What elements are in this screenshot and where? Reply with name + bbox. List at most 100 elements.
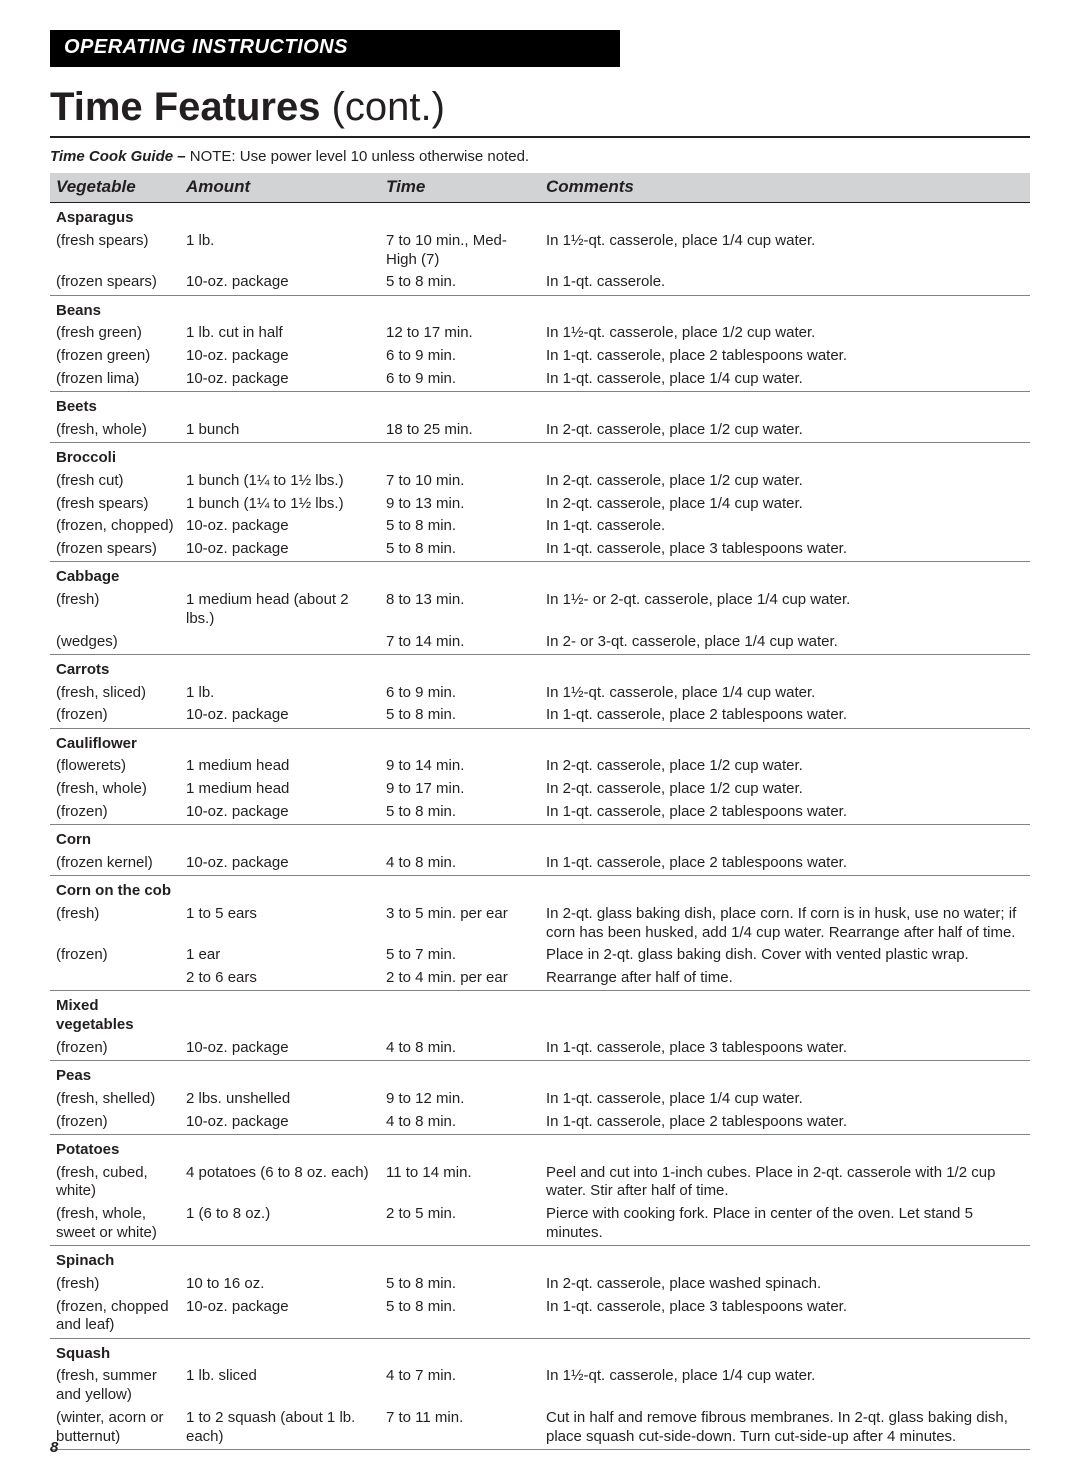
time-cell: 9 to 14 min. bbox=[380, 755, 540, 778]
amount-cell: 1 lb. sliced bbox=[180, 1365, 380, 1407]
vegetable-group-name: Potatoes bbox=[50, 1134, 180, 1161]
amount-cell: 4 potatoes (6 to 8 oz. each) bbox=[180, 1162, 380, 1204]
amount-cell: 10-oz. package bbox=[180, 515, 380, 538]
amount-cell: 1 bunch bbox=[180, 419, 380, 442]
table-row: (frozen lima)10-oz. package6 to 9 min.In… bbox=[50, 368, 1030, 391]
table-divider bbox=[50, 1448, 1030, 1449]
vegetable-descriptor: (frozen) bbox=[50, 1111, 180, 1134]
table-row: (frozen)10-oz. package4 to 8 min.In 1-qt… bbox=[50, 1111, 1030, 1134]
amount-cell: 10-oz. package bbox=[180, 1037, 380, 1060]
time-cell: 5 to 7 min. bbox=[380, 944, 540, 967]
amount-cell: 10-oz. package bbox=[180, 704, 380, 727]
table-row: (fresh spears)1 bunch (1¼ to 1½ lbs.)9 t… bbox=[50, 493, 1030, 516]
comments-cell: In 1-qt. casserole, place 3 tablespoons … bbox=[540, 1037, 1030, 1060]
col-header-vegetable: Vegetable bbox=[50, 173, 180, 203]
table-row: (frozen spears)10-oz. package5 to 8 min.… bbox=[50, 271, 1030, 294]
amount-cell: 1 bunch (1¼ to 1½ lbs.) bbox=[180, 470, 380, 493]
table-row: (fresh green)1 lb. cut in half12 to 17 m… bbox=[50, 322, 1030, 345]
vegetable-descriptor: (frozen kernel) bbox=[50, 852, 180, 875]
time-cell: 7 to 10 min., Med-High (7) bbox=[380, 230, 540, 272]
amount-cell: 2 to 6 ears bbox=[180, 967, 380, 990]
amount-cell: 1 (6 to 8 oz.) bbox=[180, 1203, 380, 1245]
table-row: (frozen kernel)10-oz. package4 to 8 min.… bbox=[50, 852, 1030, 875]
amount-cell: 2 lbs. unshelled bbox=[180, 1088, 380, 1111]
table-row: (fresh, sliced)1 lb.6 to 9 min.In 1½-qt.… bbox=[50, 682, 1030, 705]
time-cook-guide-table: Vegetable Amount Time Comments Asparagus… bbox=[50, 173, 1030, 1450]
comments-cell: In 1-qt. casserole, place 3 tablespoons … bbox=[540, 538, 1030, 561]
time-cell: 5 to 8 min. bbox=[380, 271, 540, 294]
table-section-row: Potatoes bbox=[50, 1134, 1030, 1161]
vegetable-descriptor: (fresh, whole) bbox=[50, 778, 180, 801]
amount-cell: 1 to 2 squash (about 1 lb. each) bbox=[180, 1407, 380, 1449]
vegetable-descriptor: (fresh, whole, sweet or white) bbox=[50, 1203, 180, 1245]
table-row: (wedges)7 to 14 min.In 2- or 3-qt. casse… bbox=[50, 631, 1030, 654]
comments-cell: In 1½- or 2-qt. casserole, place 1/4 cup… bbox=[540, 589, 1030, 631]
table-row: (fresh spears)1 lb.7 to 10 min., Med-Hig… bbox=[50, 230, 1030, 272]
time-cell: 8 to 13 min. bbox=[380, 589, 540, 631]
vegetable-descriptor bbox=[50, 967, 180, 990]
vegetable-descriptor: (fresh, whole) bbox=[50, 419, 180, 442]
time-cell: 5 to 8 min. bbox=[380, 538, 540, 561]
time-cell: 4 to 8 min. bbox=[380, 852, 540, 875]
time-cell: 6 to 9 min. bbox=[380, 682, 540, 705]
col-header-amount: Amount bbox=[180, 173, 380, 203]
time-cell: 6 to 9 min. bbox=[380, 345, 540, 368]
comments-cell: In 1½-qt. casserole, place 1/4 cup water… bbox=[540, 230, 1030, 272]
vegetable-group-name: Broccoli bbox=[50, 443, 180, 470]
table-row: (frozen)1 ear5 to 7 min.Place in 2-qt. g… bbox=[50, 944, 1030, 967]
vegetable-descriptor: (frozen, chopped) bbox=[50, 515, 180, 538]
comments-cell: In 1-qt. casserole, place 2 tablespoons … bbox=[540, 704, 1030, 727]
vegetable-descriptor: (fresh spears) bbox=[50, 230, 180, 272]
table-section-row: Broccoli bbox=[50, 443, 1030, 470]
comments-cell: In 1½-qt. casserole, place 1/4 cup water… bbox=[540, 1365, 1030, 1407]
amount-cell: 10-oz. package bbox=[180, 852, 380, 875]
comments-cell: Place in 2-qt. glass baking dish. Cover … bbox=[540, 944, 1030, 967]
comments-cell: In 1-qt. casserole, place 3 tablespoons … bbox=[540, 1296, 1030, 1338]
vegetable-group-name: Cabbage bbox=[50, 562, 180, 589]
amount-cell: 1 lb. cut in half bbox=[180, 322, 380, 345]
time-cell: 7 to 14 min. bbox=[380, 631, 540, 654]
table-row: (fresh)1 to 5 ears3 to 5 min. per earIn … bbox=[50, 903, 1030, 945]
table-section-row: Cauliflower bbox=[50, 728, 1030, 755]
table-row: (fresh, summer and yellow)1 lb. sliced4 … bbox=[50, 1365, 1030, 1407]
amount-cell: 1 medium head bbox=[180, 755, 380, 778]
table-row: (frozen)10-oz. package4 to 8 min.In 1-qt… bbox=[50, 1037, 1030, 1060]
vegetable-descriptor: (frozen, chopped and leaf) bbox=[50, 1296, 180, 1338]
table-row: (fresh)1 medium head (about 2 lbs.)8 to … bbox=[50, 589, 1030, 631]
table-row: (frozen spears)10-oz. package5 to 8 min.… bbox=[50, 538, 1030, 561]
amount-cell: 10-oz. package bbox=[180, 271, 380, 294]
time-cell: 5 to 8 min. bbox=[380, 1296, 540, 1338]
vegetable-descriptor: (fresh) bbox=[50, 903, 180, 945]
amount-cell: 10 to 16 oz. bbox=[180, 1273, 380, 1296]
comments-cell: In 1-qt. casserole, place 2 tablespoons … bbox=[540, 801, 1030, 824]
table-section-row: Asparagus bbox=[50, 203, 1030, 230]
cook-guide-note: Time Cook Guide – NOTE: Use power level … bbox=[50, 148, 1030, 165]
amount-cell bbox=[180, 631, 380, 654]
vegetable-descriptor: (frozen) bbox=[50, 801, 180, 824]
comments-cell: In 1-qt. casserole. bbox=[540, 515, 1030, 538]
table-row: (fresh, whole, sweet or white)1 (6 to 8 … bbox=[50, 1203, 1030, 1245]
table-row: 2 to 6 ears2 to 4 min. per earRearrange … bbox=[50, 967, 1030, 990]
amount-cell: 10-oz. package bbox=[180, 368, 380, 391]
time-cell: 7 to 10 min. bbox=[380, 470, 540, 493]
amount-cell: 10-oz. package bbox=[180, 345, 380, 368]
amount-cell: 10-oz. package bbox=[180, 1296, 380, 1338]
col-header-comments: Comments bbox=[540, 173, 1030, 203]
vegetable-descriptor: (frozen lima) bbox=[50, 368, 180, 391]
comments-cell: In 1½-qt. casserole, place 1/2 cup water… bbox=[540, 322, 1030, 345]
amount-cell: 1 medium head (about 2 lbs.) bbox=[180, 589, 380, 631]
vegetable-group-name: Beans bbox=[50, 295, 180, 322]
table-section-row: Beets bbox=[50, 392, 1030, 419]
time-cell: 4 to 8 min. bbox=[380, 1111, 540, 1134]
comments-cell: Pierce with cooking fork. Place in cente… bbox=[540, 1203, 1030, 1245]
table-header-row: Vegetable Amount Time Comments bbox=[50, 173, 1030, 203]
vegetable-group-name: Beets bbox=[50, 392, 180, 419]
table-row: (frozen)10-oz. package5 to 8 min.In 1-qt… bbox=[50, 704, 1030, 727]
table-section-row: Corn bbox=[50, 825, 1030, 852]
page-number: 8 bbox=[50, 1439, 58, 1456]
amount-cell: 1 lb. bbox=[180, 230, 380, 272]
col-header-time: Time bbox=[380, 173, 540, 203]
table-section-row: Spinach bbox=[50, 1246, 1030, 1273]
section-header-bar: OPERATING INSTRUCTIONS bbox=[50, 30, 620, 67]
vegetable-descriptor: (frozen) bbox=[50, 944, 180, 967]
